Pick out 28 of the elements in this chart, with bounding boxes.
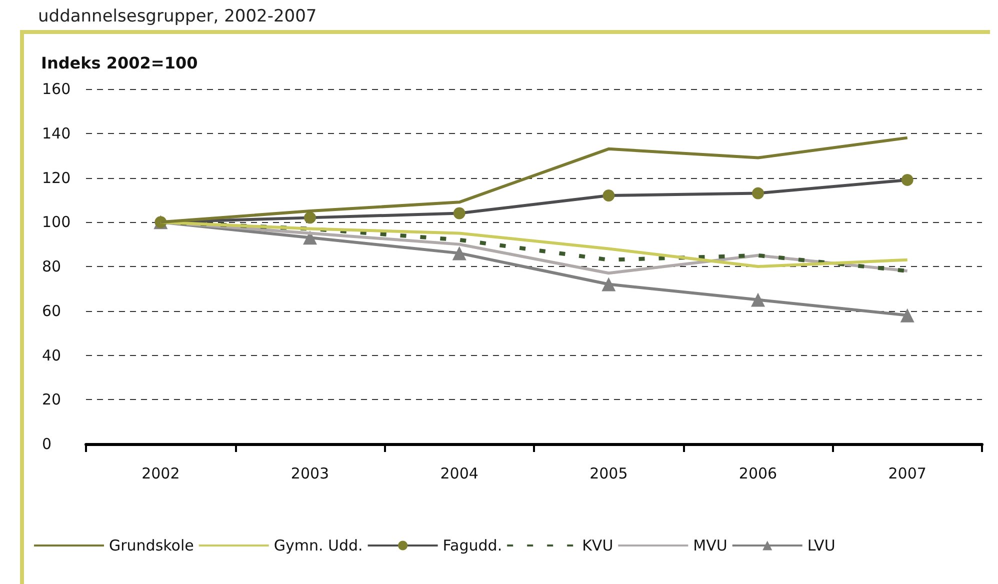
x-tick-label: 2002	[142, 464, 180, 482]
legend-label: Fagudd.	[442, 536, 502, 554]
legend-label: KVU	[582, 536, 614, 554]
x-tick-label: 2005	[590, 464, 628, 482]
legend-label: MVU	[693, 536, 728, 554]
y-tick-label: 0	[42, 435, 52, 453]
y-tick-label: 20	[42, 390, 62, 409]
y-axis-title: Indeks 2002=100	[41, 54, 198, 72]
y-tick-label: 80	[42, 258, 62, 276]
x-tick-label: 2006	[738, 464, 778, 482]
x-tick-label: 2004	[440, 464, 478, 482]
y-tick-label: 100	[42, 213, 71, 232]
point	[900, 308, 914, 322]
y-tick-label: 140	[42, 124, 71, 142]
legend-label: Grundskole	[109, 536, 194, 554]
point	[602, 277, 616, 292]
y-tick-label: 60	[42, 302, 62, 320]
x-tick-label: 2003	[290, 464, 330, 482]
legend-label: LVU	[807, 536, 836, 554]
y-tick-label: 120	[42, 168, 71, 187]
y-tick-label: 40	[42, 346, 62, 364]
x-tick-label: 2007	[888, 464, 926, 482]
legend-label: Gymn. Udd.	[274, 536, 363, 554]
chart-title: uddannelsesgrupper, 2002-2007	[38, 6, 317, 26]
point	[751, 292, 765, 307]
y-tick-label: 160	[42, 80, 71, 98]
point	[452, 246, 466, 260]
point	[303, 230, 317, 245]
